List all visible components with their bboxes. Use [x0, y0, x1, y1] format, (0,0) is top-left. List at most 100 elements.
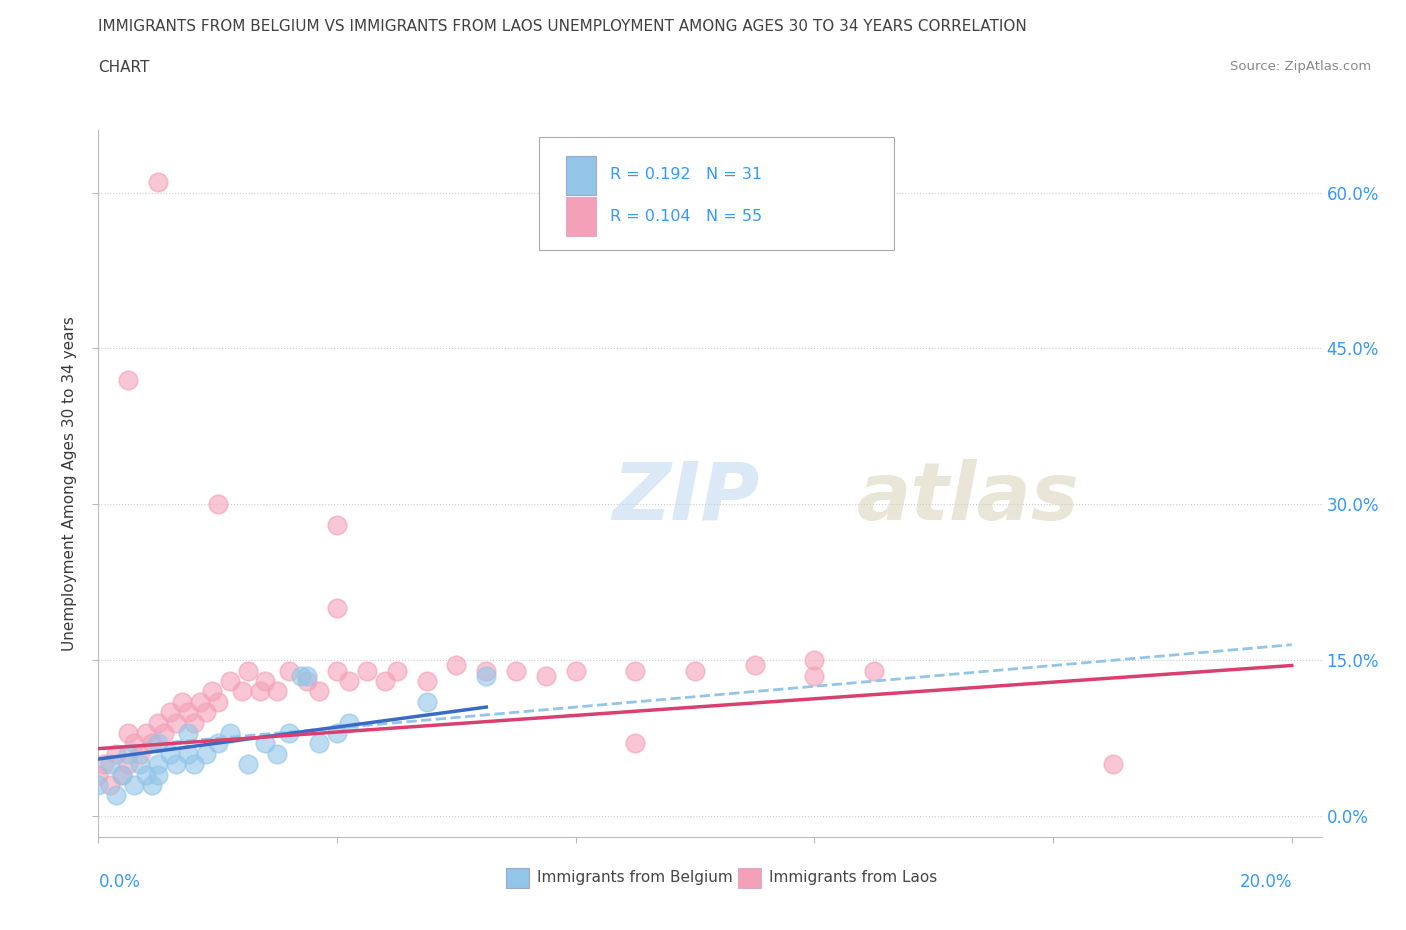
Point [254, 673, 277, 688]
Point [308, 684, 330, 699]
Point [505, 663, 527, 678]
Text: CHART: CHART [98, 60, 150, 75]
Text: 20.0%: 20.0% [1239, 873, 1292, 891]
Point [159, 747, 181, 762]
Text: 0.0%: 0.0% [98, 873, 141, 891]
Point [183, 757, 205, 772]
Point [111, 767, 134, 782]
Point [231, 684, 253, 699]
Point [624, 663, 647, 678]
Point [254, 736, 277, 751]
Point [337, 673, 360, 688]
Point [218, 673, 240, 688]
Text: R = 0.104   N = 55: R = 0.104 N = 55 [610, 209, 762, 224]
Text: ZIP: ZIP [612, 458, 759, 537]
Point [475, 663, 498, 678]
Point [170, 695, 193, 710]
Point [105, 747, 128, 762]
Point [415, 673, 437, 688]
Point [177, 725, 200, 740]
Text: Immigrants from Belgium: Immigrants from Belgium [537, 870, 733, 885]
Point [683, 663, 706, 678]
Text: R = 0.192   N = 31: R = 0.192 N = 31 [610, 167, 762, 182]
Point [129, 747, 152, 762]
Point [183, 715, 205, 730]
Point [565, 663, 588, 678]
Point [159, 705, 181, 720]
Point [236, 757, 259, 772]
Point [146, 757, 169, 772]
Point [1101, 757, 1123, 772]
Point [374, 673, 396, 688]
Y-axis label: Unemployment Among Ages 30 to 34 years: Unemployment Among Ages 30 to 34 years [62, 316, 77, 651]
Text: atlas: atlas [856, 458, 1080, 537]
Point [117, 725, 139, 740]
Point [105, 788, 128, 803]
Point [188, 695, 211, 710]
Point [141, 777, 163, 792]
Point [297, 673, 319, 688]
Point [278, 725, 301, 740]
Point [534, 669, 557, 684]
Point [122, 736, 145, 751]
Point [111, 767, 134, 782]
Point [207, 695, 229, 710]
Text: Source: ZipAtlas.com: Source: ZipAtlas.com [1230, 60, 1371, 73]
Text: Immigrants from Laos: Immigrants from Laos [769, 870, 938, 885]
Point [194, 747, 217, 762]
Point [117, 757, 139, 772]
Point [326, 725, 349, 740]
Point [146, 175, 169, 190]
Point [326, 601, 349, 616]
Point [93, 757, 115, 772]
Point [146, 767, 169, 782]
Point [356, 663, 378, 678]
Point [98, 757, 121, 772]
Point [624, 736, 647, 751]
Point [87, 767, 110, 782]
Point [803, 669, 825, 684]
Point [165, 757, 187, 772]
Point [177, 705, 200, 720]
Point [87, 777, 110, 792]
Point [744, 658, 766, 673]
Point [165, 715, 187, 730]
Point [803, 653, 825, 668]
Point [117, 372, 139, 387]
Point [337, 715, 360, 730]
Point [863, 663, 886, 678]
Point [218, 725, 240, 740]
Point [326, 518, 349, 533]
Point [135, 767, 157, 782]
Point [290, 669, 312, 684]
Point [117, 747, 139, 762]
Point [475, 669, 498, 684]
FancyBboxPatch shape [565, 197, 596, 236]
Point [177, 747, 200, 762]
Point [129, 757, 152, 772]
Point [326, 663, 349, 678]
FancyBboxPatch shape [538, 138, 894, 250]
Point [446, 658, 468, 673]
Point [297, 669, 319, 684]
Point [141, 736, 163, 751]
Point [135, 725, 157, 740]
Point [194, 705, 217, 720]
Point [236, 663, 259, 678]
Point [249, 684, 271, 699]
Point [278, 663, 301, 678]
Point [266, 684, 288, 699]
Point [266, 747, 288, 762]
Point [308, 736, 330, 751]
Text: IMMIGRANTS FROM BELGIUM VS IMMIGRANTS FROM LAOS UNEMPLOYMENT AMONG AGES 30 TO 34: IMMIGRANTS FROM BELGIUM VS IMMIGRANTS FR… [98, 19, 1028, 33]
Point [153, 725, 176, 740]
Point [201, 684, 224, 699]
Point [385, 663, 408, 678]
FancyBboxPatch shape [565, 156, 596, 195]
Point [207, 497, 229, 512]
Point [122, 777, 145, 792]
Point [146, 736, 169, 751]
Point [415, 695, 437, 710]
Point [146, 715, 169, 730]
Point [98, 777, 121, 792]
